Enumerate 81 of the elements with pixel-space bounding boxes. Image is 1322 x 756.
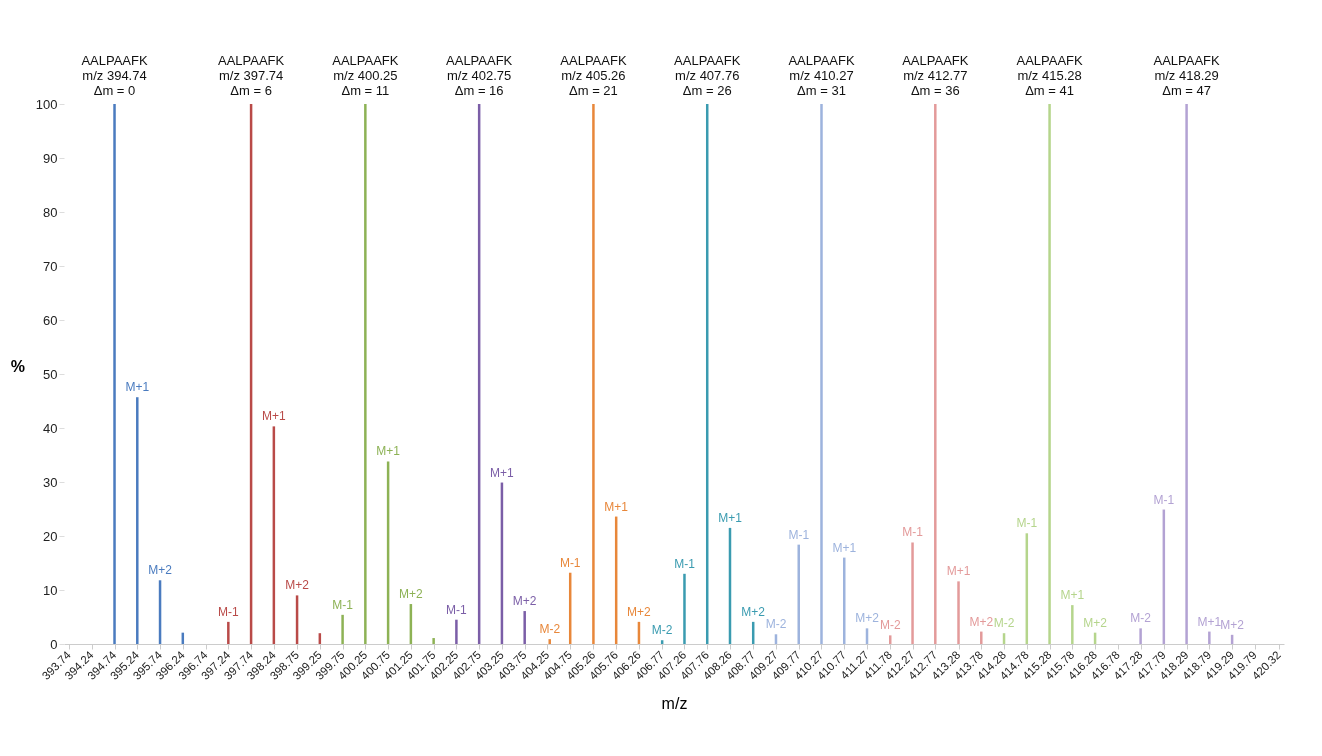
y-tick-label: 20 [43, 528, 58, 544]
bar [683, 573, 686, 644]
data-label: M+1 [718, 510, 743, 525]
bar [797, 544, 800, 644]
annotation: AALPAAFK m/z 412.77 Δm = 36 [902, 53, 969, 98]
data-label: M-2 [1130, 611, 1152, 626]
annotation: AALPAAFK m/z 418.29 Δm = 47 [1153, 53, 1221, 98]
data-label: M-1 [446, 602, 468, 617]
data-label: M-2 [993, 616, 1015, 631]
bar [1071, 605, 1074, 644]
data-label: M+2 [1083, 615, 1108, 630]
annotation: AALPAAFK m/z 415.28 Δm = 41 [1016, 53, 1084, 98]
data-label: M+2 [627, 604, 652, 619]
bar [341, 614, 344, 644]
annotation: AALPAAFK m/z 402.75 Δm = 16 [446, 53, 513, 98]
data-label: M+1 [125, 380, 150, 395]
annotation: AALPAAFK m/z 394.74 Δm = 0 [81, 53, 148, 98]
y-tick-label: 60 [43, 312, 58, 328]
bar [548, 639, 551, 644]
y-tick-label: 0 [50, 636, 58, 652]
data-label: M-2 [765, 617, 787, 632]
data-label: M-1 [559, 555, 581, 570]
data-label: M-2 [879, 618, 901, 633]
y-tick-label: 70 [43, 258, 58, 274]
y-tick-label: 90 [43, 150, 58, 166]
bar [934, 104, 937, 644]
data-label: M-2 [651, 623, 673, 638]
data-label: M-1 [674, 556, 696, 571]
data-label: M-1 [902, 525, 924, 540]
data-label: M+2 [148, 563, 173, 578]
data-label: M+1 [262, 409, 287, 424]
y-tick-label: 10 [43, 582, 58, 598]
data-label: M+1 [832, 540, 857, 555]
bar [957, 581, 960, 644]
data-label: M+1 [490, 465, 515, 480]
data-label: M+1 [1060, 588, 1085, 603]
y-axis-title: % [10, 357, 25, 375]
bar [980, 631, 983, 644]
data-label: M+1 [604, 499, 629, 514]
annotation: AALPAAFK m/z 400.25 Δm = 11 [332, 53, 399, 98]
bar [432, 638, 435, 644]
data-label: M-1 [1153, 492, 1175, 507]
data-label: M+2 [741, 604, 766, 619]
bar [455, 619, 458, 644]
annotation: AALPAAFK m/z 405.26 Δm = 21 [560, 53, 627, 98]
bar [592, 104, 595, 644]
data-label: M+2 [1220, 617, 1245, 632]
annotation: AALPAAFK m/z 397.74 Δm = 6 [217, 53, 285, 98]
bar [1185, 104, 1188, 644]
y-tick-label: 100 [35, 96, 58, 112]
annotation: AALPAAFK m/z 410.27 Δm = 31 [788, 53, 855, 98]
bar [523, 611, 526, 644]
data-label: M+1 [1197, 614, 1222, 629]
data-label: M+2 [512, 594, 537, 609]
bar [113, 104, 116, 644]
bar [1208, 631, 1211, 644]
data-label: M-1 [332, 597, 354, 612]
data-label: M-1 [1016, 516, 1038, 531]
data-label: M+2 [969, 614, 994, 629]
bar [820, 104, 823, 644]
annotation: AALPAAFK m/z 407.76 Δm = 26 [674, 53, 741, 98]
bar [843, 557, 846, 644]
x-axis-title: m/z [661, 695, 688, 713]
data-label: M-2 [539, 622, 561, 637]
y-tick-label: 30 [43, 474, 58, 490]
bar [136, 397, 139, 644]
data-label: M+1 [376, 444, 401, 459]
y-tick-label: 40 [43, 420, 58, 436]
data-label: M+2 [285, 578, 310, 593]
data-label: M-1 [217, 604, 239, 619]
bar [911, 542, 914, 644]
y-tick-label: 50 [43, 366, 58, 382]
y-tick-label: 80 [43, 204, 58, 220]
data-label: M+1 [946, 564, 971, 579]
bar [364, 104, 367, 644]
data-label: M-1 [788, 527, 810, 542]
data-label: M+2 [855, 611, 880, 626]
bar [1048, 104, 1051, 644]
data-label: M+2 [399, 587, 424, 602]
bar [227, 621, 230, 644]
bar [1139, 628, 1142, 644]
